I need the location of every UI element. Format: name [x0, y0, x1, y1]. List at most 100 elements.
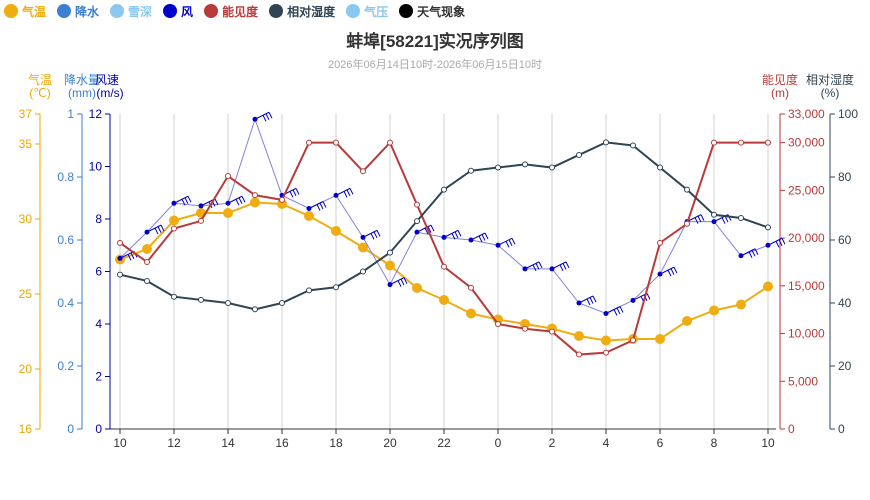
wind-barb-feather	[265, 113, 270, 120]
x-tick-label: 2	[549, 436, 556, 450]
legend-item[interactable]: 相对湿度	[269, 3, 335, 20]
data-point-temperature	[601, 335, 611, 346]
wind-barb-feather	[289, 191, 294, 198]
wind-barb-feather	[262, 115, 267, 122]
data-point-temperature	[439, 295, 449, 305]
legend-label: 气压	[364, 4, 389, 19]
wind-barb-icon	[497, 237, 513, 246]
legend-dot-icon	[163, 4, 178, 18]
legend-label: 能见度	[222, 4, 259, 19]
data-point-temperature	[736, 299, 746, 310]
wind-barb-feather	[508, 239, 513, 246]
data-point-visibility	[117, 239, 123, 246]
humidity-tick-label: 40	[838, 296, 852, 310]
x-tick-label: 18	[329, 436, 343, 450]
precipitation-tick-label: 1	[67, 107, 74, 121]
legend-item[interactable]: 气温	[4, 3, 46, 20]
legend-dot-icon	[4, 4, 18, 18]
data-point-temperature	[763, 281, 773, 292]
wind-barb-feather	[586, 298, 591, 306]
wind-barb-icon	[740, 248, 756, 257]
legend-item[interactable]: 风	[163, 3, 193, 20]
wind-barb-feather	[478, 235, 483, 243]
wind-barb-feather	[160, 224, 165, 232]
wind-barb-feather	[187, 196, 192, 203]
data-point-humidity	[198, 296, 204, 303]
data-point-humidity	[738, 214, 744, 221]
data-point-visibility	[738, 139, 744, 146]
wind-barb-feather	[694, 217, 699, 224]
humidity-axis-unit: (%)	[821, 86, 840, 100]
wind-axis-unit: (m/s)	[96, 86, 123, 100]
wind_speed-tick-label: 12	[89, 107, 103, 121]
visibility-axis-unit: (m)	[771, 86, 789, 100]
data-point-visibility	[495, 321, 501, 327]
wind-barb-feather	[484, 232, 489, 240]
wind-barb-feather	[127, 254, 132, 261]
data-point-visibility	[144, 258, 150, 265]
legend-item[interactable]: 气压	[346, 3, 388, 20]
data-point-visibility	[306, 139, 312, 146]
legend-item[interactable]: 雪深	[110, 3, 152, 20]
wind-barb-feather	[670, 268, 675, 275]
wind-barb-feather	[751, 250, 756, 257]
wind-barb-icon	[524, 261, 540, 270]
wind_speed-tick-label: 2	[95, 370, 102, 384]
data-point-humidity	[306, 287, 312, 294]
data-point-humidity	[333, 284, 339, 291]
wind-barb-feather	[184, 197, 189, 204]
x-tick-label: 4	[603, 436, 610, 450]
legend-label: 降水	[75, 4, 100, 19]
precipitation-tick-label: 0.6	[57, 233, 74, 247]
legend-item[interactable]: 降水	[57, 3, 99, 20]
legend-dot-icon	[57, 4, 72, 18]
temperature-tick-label: 20	[19, 362, 33, 376]
data-point-humidity	[414, 218, 420, 225]
wind-barb-feather	[511, 238, 516, 245]
data-point-temperature	[574, 331, 584, 341]
legend-item[interactable]: 能见度	[204, 3, 258, 20]
data-point-humidity	[252, 306, 258, 313]
wind-barb-feather	[316, 204, 321, 211]
wind-barb-feather	[565, 261, 570, 269]
visibility-axis-title: 能见度	[762, 72, 798, 87]
x-tick-label: 10	[113, 436, 127, 450]
wind-barb-feather	[376, 230, 381, 237]
humidity-tick-label: 100	[838, 107, 858, 121]
data-point-visibility	[198, 217, 204, 224]
wind-barb-feather	[427, 226, 432, 233]
wind-barb-feather	[373, 231, 378, 239]
wind-barb-feather	[589, 297, 594, 304]
data-point-humidity	[279, 300, 285, 306]
data-point-visibility	[441, 263, 447, 270]
wind-barb-icon	[686, 214, 702, 223]
legend-label: 气温	[22, 4, 47, 19]
legend-dot-icon	[399, 4, 414, 18]
temperature-tick-label: 30	[19, 212, 33, 226]
wind-barb-feather	[700, 214, 705, 221]
visibility-tick-label: 10,000	[788, 327, 825, 341]
precipitation-tick-label: 0.2	[57, 359, 74, 373]
wind-barb-feather	[619, 306, 624, 313]
data-point-visibility	[711, 139, 717, 146]
wind-barb-feather	[754, 248, 759, 255]
legend-item[interactable]: 天气现象	[399, 3, 465, 20]
data-point-temperature	[331, 226, 341, 236]
temperature-tick-label: 35	[19, 137, 33, 151]
data-point-wind_speed	[738, 253, 744, 259]
temperature-tick-label: 37	[19, 107, 33, 121]
wind-barb-icon	[227, 195, 243, 204]
wind-barb-feather	[592, 295, 597, 303]
wind-barb-feather	[370, 233, 375, 240]
data-point-visibility	[603, 349, 609, 356]
data-point-visibility	[765, 139, 771, 146]
data-point-humidity	[495, 164, 501, 171]
wind-barb-icon	[578, 295, 594, 304]
wind-barb-feather	[775, 241, 780, 248]
wind-barb-feather	[397, 280, 402, 287]
data-point-humidity	[684, 186, 690, 193]
wind-barb-feather	[400, 278, 405, 286]
wind-barb-feather	[613, 309, 618, 316]
data-point-temperature	[142, 244, 152, 254]
wind-barb-feather	[157, 226, 162, 233]
